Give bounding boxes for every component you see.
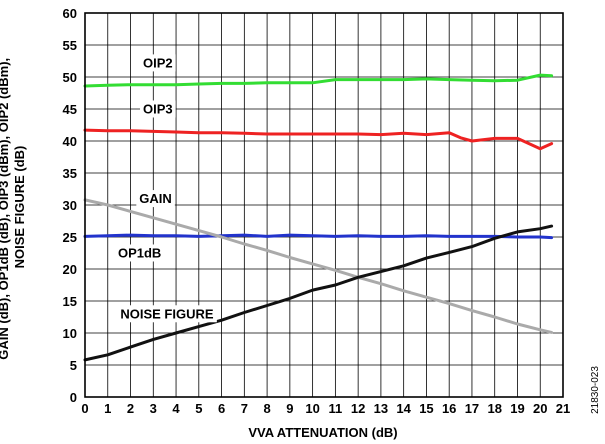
y-tick-label: 35 [63,166,77,181]
x-tick-label: 3 [150,401,157,416]
y-tick-label: 25 [63,230,77,245]
x-tick-label: 9 [286,401,293,416]
oip3-label-bg [140,100,176,118]
x-tick-label: 2 [127,401,134,416]
y-tick-label: 60 [63,6,77,21]
x-tick-label: 13 [374,401,388,416]
y-tick-labels: 0 5 10 15 20 25 30 35 40 45 50 55 60 [63,6,77,405]
x-tick-label: 14 [396,401,411,416]
y-axis-title: GAIN (dB), OP1dB (dB), OIP3 (dBm), OIP2 … [0,54,27,360]
noise-figure-label: NOISE FIGURE [120,306,214,321]
x-tick-label: 15 [419,401,433,416]
y-tick-label: 0 [70,390,77,405]
x-tick-label: 17 [465,401,479,416]
oip2-label-bg [140,54,176,72]
oip2-label: OIP2 [143,55,173,70]
series-annotations: OIP2 OIP3 GAIN OP1dB NOISE FIGURE [114,54,217,323]
x-tick-labels: 0 1 2 3 4 5 6 7 8 9 10 11 12 13 14 15 16 17 18 19 20 21 [81,401,570,416]
oip2-line [83,73,554,88]
x-tick-label: 1 [104,401,111,416]
y-tick-label: 40 [63,134,77,149]
y-tick-label: 45 [63,102,77,117]
y-tick-label: 55 [63,38,77,53]
x-tick-label: 19 [510,401,524,416]
y-tick-label: 30 [63,198,77,213]
oip3-label: OIP3 [143,101,173,116]
x-tick-label: 7 [241,401,248,416]
op1db-label: OP1dB [118,245,161,260]
series-lines [83,73,554,362]
x-tick-label: 10 [305,401,319,416]
noise-figure-label-bg [117,305,217,323]
plot-frame [84,12,564,398]
oip3-line [83,128,554,151]
x-tick-label: 20 [533,401,547,416]
x-tick-label: 12 [351,401,365,416]
y-tick-label: 15 [63,294,77,309]
x-tick-label: 18 [487,401,501,416]
y-axis-title-line-1: GAIN (dB), OP1dB (dB), OIP3 (dBm), OIP2 … [0,58,11,360]
gain-line [83,198,554,334]
y-axis-title-line-2: NOISE FIGURE (dB) [12,146,27,269]
x-tick-label: 0 [81,401,88,416]
y-tick-label: 10 [63,326,77,341]
figure-id: 21830-023 [590,366,601,414]
x-tick-label: 16 [442,401,456,416]
x-tick-label: 11 [329,401,343,416]
gain-label: GAIN [139,191,172,206]
op1db-label-bg [114,244,165,262]
x-tick-label: 6 [218,401,225,416]
x-tick-label: 4 [172,401,180,416]
x-tick-label: 5 [195,401,202,416]
gain-label-bg [136,190,175,208]
y-tick-label: 5 [70,358,77,373]
x-tick-label: 21 [556,401,570,416]
noise-figure-line [83,224,554,362]
op1db-line [83,233,554,240]
y-tick-label: 20 [63,262,77,277]
x-axis-title: VVA ATTENUATION (dB) [248,425,397,440]
y-tick-label: 50 [63,70,77,85]
x-tick-label: 8 [263,401,270,416]
